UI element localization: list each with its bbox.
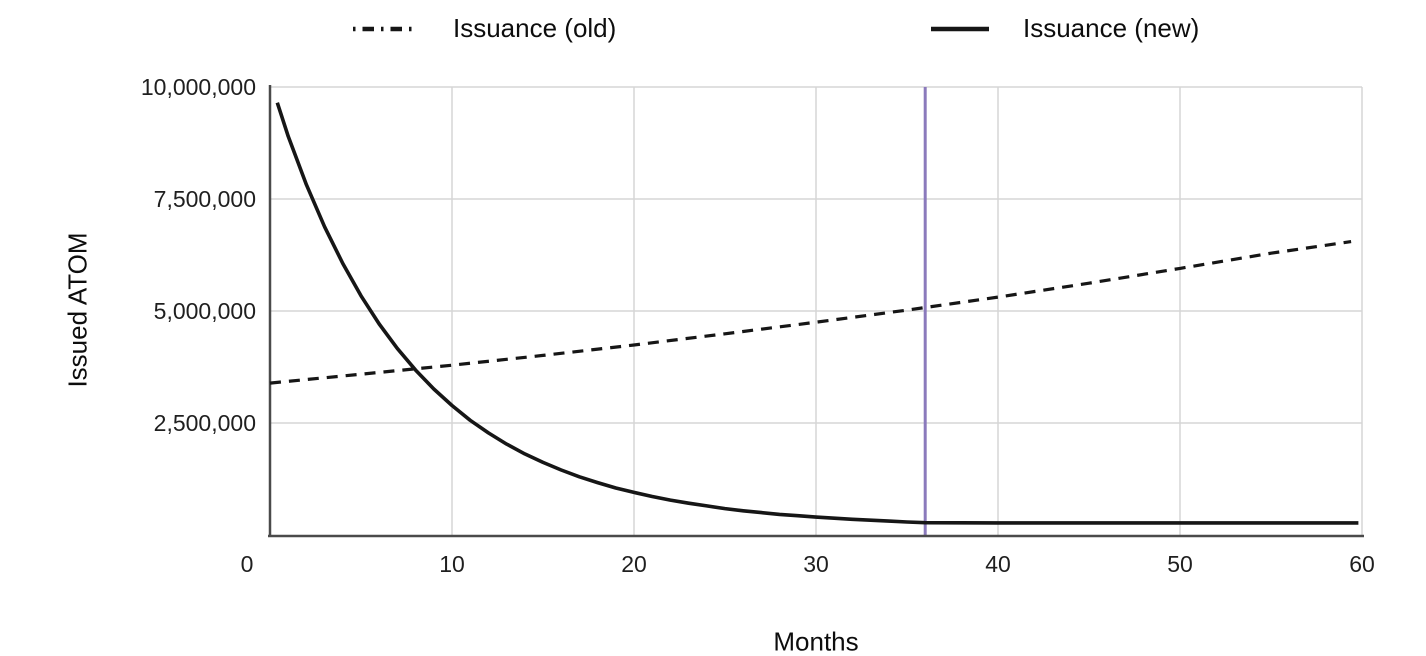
y-tick-label: 10,000,000 bbox=[141, 74, 256, 100]
x-tick-label: 30 bbox=[803, 551, 829, 577]
legend-label-issuance-new: Issuance (new) bbox=[1023, 13, 1200, 43]
x-tick-label: 20 bbox=[621, 551, 647, 577]
x-tick-label: 40 bbox=[985, 551, 1011, 577]
x-tick-label: 10 bbox=[439, 551, 465, 577]
series-line-issuance-new bbox=[275, 102, 1359, 525]
y-tick-label: 2,500,000 bbox=[154, 410, 256, 436]
x-axis-title: Months bbox=[773, 626, 859, 656]
series-line-issuance-old bbox=[269, 240, 1352, 385]
legend-label-issuance-old: Issuance (old) bbox=[453, 13, 617, 43]
legend-item-issuance-new: Issuance (new) bbox=[930, 13, 1199, 44]
y-tick-label: 7,500,000 bbox=[154, 186, 256, 212]
dashed-line-icon bbox=[353, 26, 417, 31]
x-tick-label: 60 bbox=[1349, 551, 1375, 577]
solid-line-icon bbox=[931, 26, 989, 31]
y-tick-label: 5,000,000 bbox=[154, 298, 256, 324]
x-tick-label: 50 bbox=[1167, 551, 1193, 577]
legend-item-issuance-old: Issuance (old) bbox=[352, 13, 616, 44]
x-tick-label: 0 bbox=[241, 551, 254, 577]
